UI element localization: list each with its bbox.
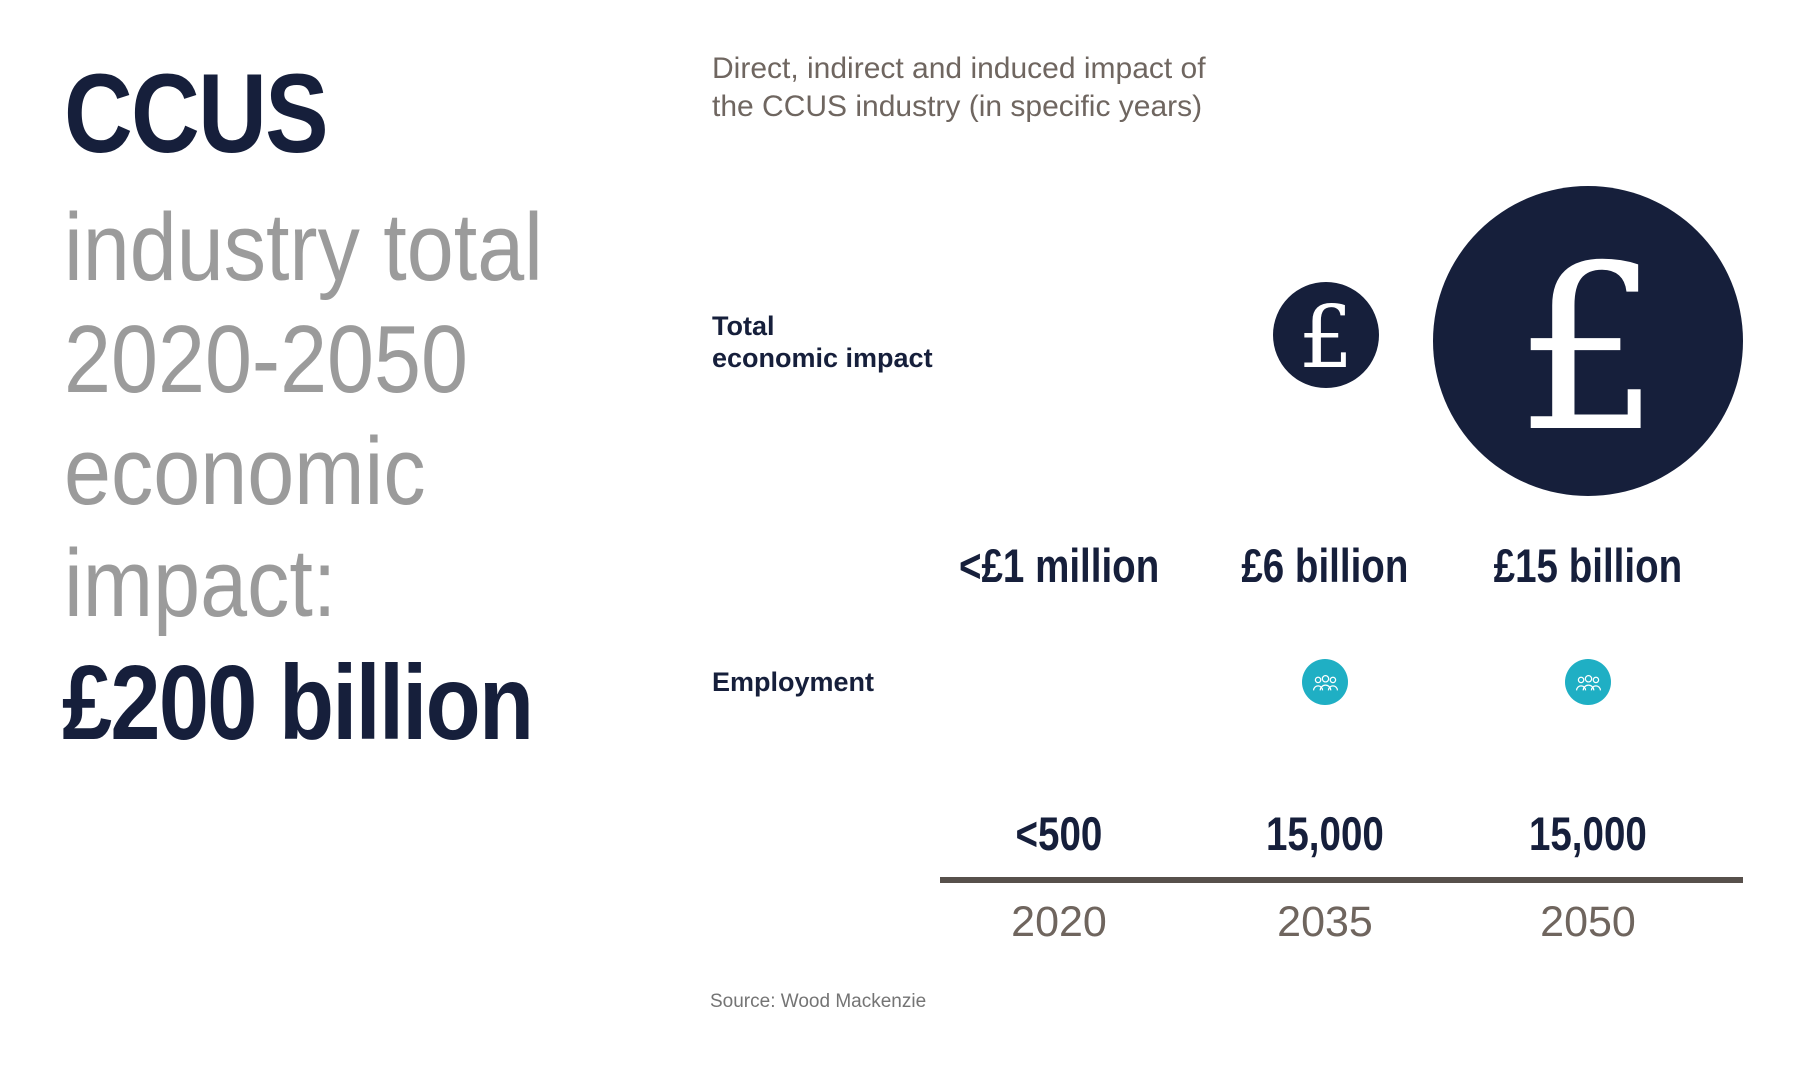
employment-value-text: 15,000 [1529,807,1647,860]
chart-title-line-2: the CCUS industry (in specific years) [712,90,1203,123]
row-label-economic-line-1: Total [712,311,775,341]
people-group-icon-2035 [1302,659,1348,705]
headline-line-2: 2020-2050 [64,306,469,413]
economic-value-text: £15 billion [1493,539,1683,592]
pound-sign-glyph: £ [1298,288,1354,388]
employment-value-text: <500 [1015,807,1103,860]
headline-acronym: CCUS [64,51,329,176]
axis-line [940,877,1743,883]
employment-value-text: 15,000 [1266,807,1384,860]
pound-sign-glyph: £ [1515,216,1661,482]
headline-line-4: impact: [64,530,337,637]
chart-title-line-1: Direct, indirect and induced impact of [712,52,1206,85]
economic-value-2020: <£1 million [889,538,1229,593]
year-label-2020: 2020 [1011,898,1107,946]
chart-title: Direct, indirect and induced impact of t… [712,50,1206,126]
economic-value-text: <£1 million [958,539,1160,592]
headline-line-3: economic [64,418,426,525]
employment-value-2020: <500 [889,806,1229,861]
row-label-economic-impact: Total economic impact [712,310,933,374]
headline-line-1: industry total [64,194,543,301]
economic-value-text: £6 billion [1241,539,1409,592]
row-label-economic-line-2: economic impact [712,343,933,373]
people-group-glyph [1312,674,1338,690]
headline-total-value: £200 billion [62,644,534,762]
employment-value-2035: 15,000 [1155,806,1495,861]
people-group-glyph [1575,674,1601,690]
pound-coin-icon-2035: £ [1273,282,1379,388]
economic-value-2050: £15 billion [1418,538,1758,593]
source-note: Source: Wood Mackenzie [710,991,927,1012]
people-group-icon-2050 [1565,659,1611,705]
year-label-2035: 2035 [1277,898,1373,946]
year-label-2050: 2050 [1540,898,1636,946]
headline-subtitle: industry total 2020-2050 economic impact… [64,192,543,640]
row-label-employment: Employment [712,667,875,697]
pound-coin-icon-2050: £ [1433,186,1743,496]
employment-value-2050: 15,000 [1418,806,1758,861]
economic-value-2035: £6 billion [1155,538,1495,593]
